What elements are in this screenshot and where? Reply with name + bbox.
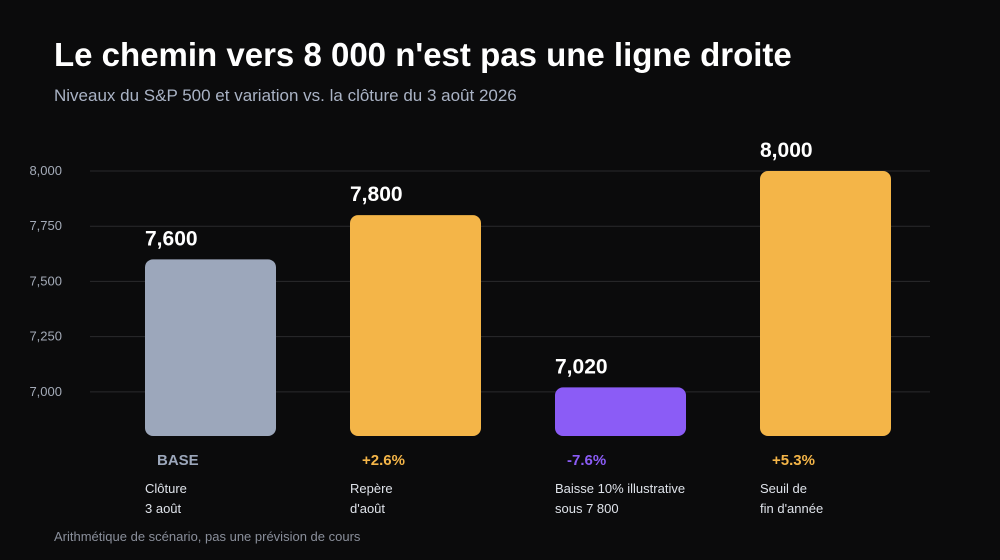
y-axis-ticks: 7,000 7,250 7,500 7,750 8,000	[29, 163, 62, 399]
change-label: +2.6%	[362, 452, 405, 469]
bar	[555, 387, 686, 436]
category-label: Clôture	[145, 481, 187, 496]
bar-value-label: 7,800	[350, 183, 403, 206]
bars	[145, 171, 891, 436]
y-tick-label: 8,000	[29, 163, 62, 178]
bar-value-label: 7,020	[555, 355, 608, 378]
category-label: sous 7 800	[555, 501, 619, 516]
chart-title: Le chemin vers 8 000 n'est pas une ligne…	[54, 36, 792, 73]
chart-subtitle: Niveaux du S&P 500 et variation vs. la c…	[54, 86, 517, 105]
category-label: 3 août	[145, 501, 182, 516]
bar-labels: 7,600 BASE Clôture 3 août 7,800 +2.6% Repère d'…	[145, 139, 823, 516]
y-tick-label: 7,750	[29, 218, 62, 233]
category-label: Repère	[350, 481, 393, 496]
bar	[760, 171, 891, 436]
bar-value-label: 7,600	[145, 227, 198, 250]
category-label: d'août	[350, 501, 385, 516]
footnote: Arithmétique de scénario, pas une prévis…	[54, 529, 361, 544]
y-tick-label: 7,250	[29, 329, 62, 344]
category-label: fin d'année	[760, 501, 823, 516]
bar	[145, 259, 276, 436]
category-label: Seuil de	[760, 481, 807, 496]
y-tick-label: 7,000	[29, 384, 62, 399]
category-label: Baisse 10% illustrative	[555, 481, 685, 496]
bar-value-label: 8,000	[760, 139, 813, 162]
bar	[350, 215, 481, 436]
change-label: -7.6%	[567, 452, 606, 469]
base-label: BASE	[157, 452, 199, 469]
y-tick-label: 7,500	[29, 273, 62, 288]
change-label: +5.3%	[772, 452, 815, 469]
